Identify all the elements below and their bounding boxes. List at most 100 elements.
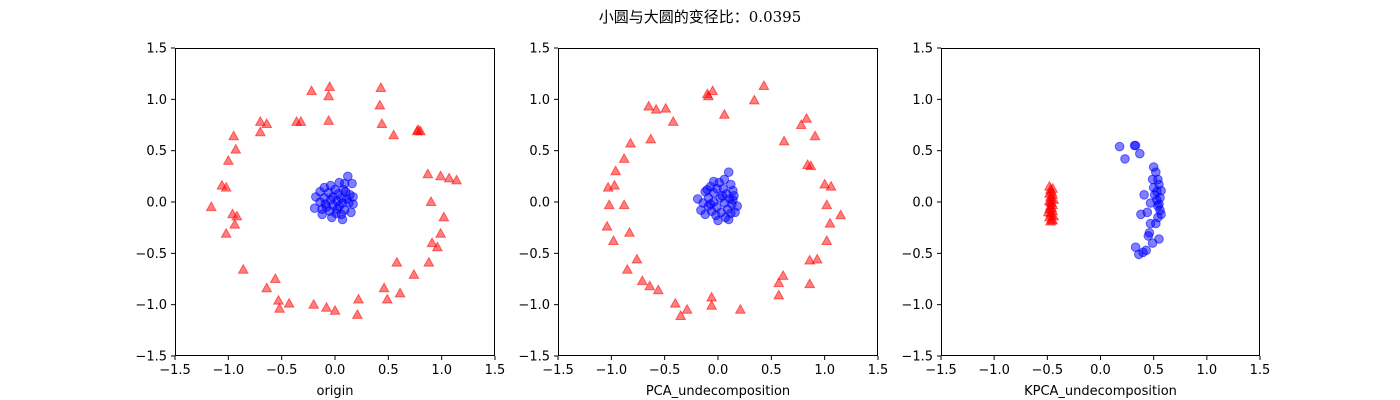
data-point-triangle [283,297,295,308]
x-tick-label: 1.0 [431,363,452,378]
data-point-circle [327,212,337,223]
data-point-triangle [425,195,437,206]
data-point-triangle [821,234,833,245]
data-point-circle [1154,199,1164,209]
data-point-triangle [1043,180,1056,191]
y-tick-label: 1.0 [912,93,933,108]
data-point-triangle [702,90,714,101]
data-point-triangle [706,299,718,310]
x-tick-label: 1.0 [814,363,835,378]
data-point-triangle [603,199,615,210]
data-point-triangle [378,282,390,293]
data-point-triangle [669,297,681,308]
data-point-triangle [291,115,303,126]
y-tick-label: 1.5 [529,42,550,57]
data-point-circle [1147,238,1158,248]
data-point-circle [700,209,711,220]
data-point-triangle [229,218,241,229]
data-point-triangle [220,181,232,192]
data-point-triangle [602,181,614,192]
subplot-origin: −1.5−1.5 −1.0 −1.0 −0.5 −0.5 0.0 0.0 0.5 0.5 1.0 1… [135,42,505,400]
data-point-circle [346,207,356,218]
data-point-triangle [408,268,420,279]
data-point-triangle [773,289,785,300]
data-point-circle [328,192,338,202]
data-point-triangle [811,253,823,264]
data-point-triangle [261,282,273,293]
x-tick-label: −1.5 [542,363,574,378]
data-point-triangle [308,298,320,309]
data-point-triangle [352,293,365,304]
data-point-triangle [748,94,760,105]
data-point-circle [1139,190,1149,200]
data-point-triangle [667,115,679,126]
x-tick-label: 0.5 [761,363,782,378]
y-tick-label: −1.0 [135,298,167,313]
y-tick-label: 0.5 [912,144,933,159]
axes-frame [175,48,495,356]
axes-frame [941,48,1260,356]
data-point-triangle [624,137,637,148]
x-tick-label: −1.0 [596,363,628,378]
data-point-circle [708,176,719,187]
data-point-triangle [438,211,450,222]
x-tick-label: 0.5 [378,363,399,378]
data-point-triangle [718,108,730,119]
x-tick-label: 0.0 [708,363,729,378]
data-point-triangle [222,154,234,165]
data-point-triangle [610,165,622,176]
y-tick-label: 1.5 [912,42,933,57]
data-point-circle [1134,249,1144,260]
data-point-triangle [800,112,813,123]
data-point-triangle [645,133,657,144]
y-tick-label: 0.5 [529,144,550,159]
data-point-triangle [819,178,831,189]
y-tick-label: 1.5 [146,42,167,57]
data-point-triangle [450,174,463,185]
data-point-circle [317,209,328,220]
x-tick-label: −0.5 [649,363,681,378]
y-tick-label: 0.5 [146,144,167,159]
data-point-triangle [824,217,836,228]
data-point-triangle [443,172,455,183]
data-point-triangle [618,199,630,210]
x-tick-label: −0.5 [1032,363,1064,378]
data-point-triangle [601,220,613,231]
data-point-triangle [323,114,335,125]
y-tick-label: −1.5 [135,350,167,365]
data-point-circle [321,202,332,212]
data-point-triangle [273,302,286,313]
data-point-triangle [422,168,434,179]
data-point-triangle [608,179,621,190]
data-point-triangle [435,227,447,238]
data-point-triangle [1044,195,1057,206]
data-point-circle [730,207,740,218]
data-point-triangle [835,209,847,220]
data-point-triangle [706,291,718,302]
data-point-triangle [804,278,816,289]
data-point-triangle [220,227,232,238]
data-point-triangle [623,226,636,237]
data-point-triangle [374,99,386,110]
data-point-triangle [618,152,630,163]
data-point-triangle [205,201,217,212]
data-point-triangle [778,135,790,146]
data-point-triangle [660,102,672,113]
data-point-circle [348,199,358,209]
data-point-triangle [228,130,240,141]
x-tick-label: −1.5 [159,363,191,378]
data-point-circle [705,199,716,209]
data-point-triangle [435,170,447,181]
x-tick-label: 1.5 [868,363,889,378]
data-point-triangle [734,303,746,314]
figure-suptitle: 小圆与大圆的变径比：0.0395 [598,8,802,26]
data-point-triangle [254,126,266,137]
data-point-triangle [375,81,387,92]
data-point-circle [1143,231,1154,241]
data-point-triangle [254,115,266,126]
x-tick-label: −1.5 [925,363,957,378]
data-point-triangle [607,234,620,245]
data-point-circle [1136,209,1146,220]
data-point-triangle [320,301,333,312]
y-tick-label: 1.0 [146,93,167,108]
